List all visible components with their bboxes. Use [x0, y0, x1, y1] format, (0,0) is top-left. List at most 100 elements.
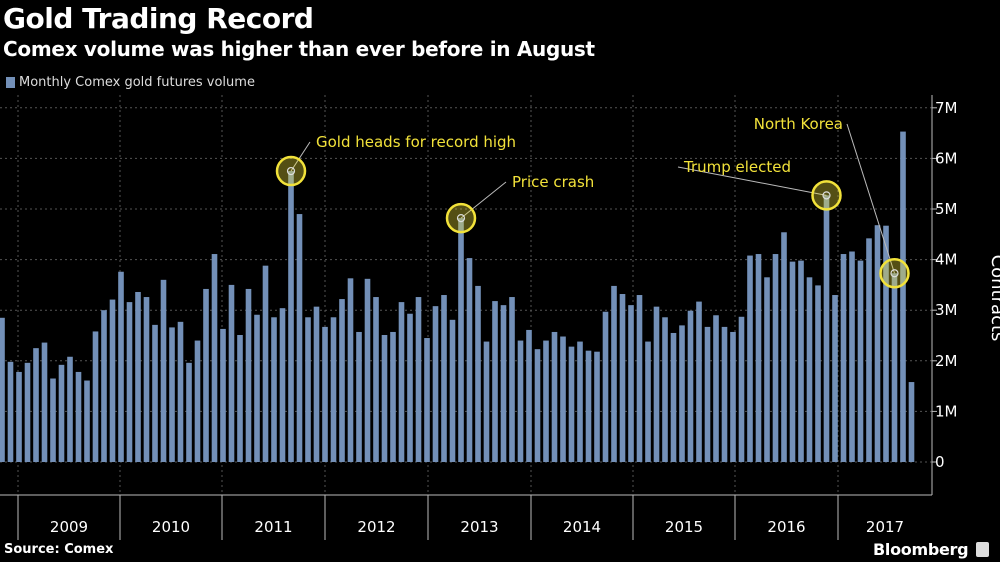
- bar: [58, 364, 65, 462]
- bar: [126, 302, 133, 462]
- bar: [262, 265, 269, 462]
- bar: [560, 336, 566, 462]
- bar: [466, 258, 473, 462]
- bar: [696, 301, 702, 462]
- bar: [339, 299, 345, 462]
- bar: [67, 356, 73, 462]
- bar: [7, 361, 14, 462]
- bar: [373, 297, 379, 462]
- bar: [330, 317, 337, 462]
- annotation-point: [456, 214, 466, 223]
- bar: [628, 305, 634, 462]
- bar: [517, 340, 524, 462]
- year-label: 2010: [152, 518, 190, 536]
- bar: [16, 371, 22, 462]
- bar: [636, 295, 643, 462]
- bar: [662, 317, 668, 462]
- bar: [390, 331, 396, 462]
- year-label: 2013: [460, 518, 498, 536]
- annotation-leader: [460, 181, 507, 219]
- bar: [254, 314, 260, 462]
- legend-swatch: [6, 77, 15, 88]
- bar: [41, 342, 48, 462]
- bar: [619, 294, 626, 462]
- annotation-leader: [846, 123, 895, 274]
- bar: [194, 340, 201, 462]
- bar: [857, 260, 864, 462]
- bar: [611, 285, 617, 462]
- bar: [483, 341, 490, 462]
- bar: [50, 378, 56, 462]
- bar: [288, 171, 294, 463]
- y-tick-label: 4M: [935, 251, 958, 269]
- bar: [568, 346, 575, 462]
- bar: [220, 328, 226, 462]
- bloomberg-logo: Bloomberg: [873, 540, 990, 559]
- annotation-label: Gold heads for record high: [316, 133, 516, 151]
- year-label: 2015: [665, 518, 703, 536]
- bar: [798, 260, 804, 462]
- chart-icon: [976, 542, 990, 557]
- bar: [874, 225, 881, 462]
- bar: [407, 313, 413, 462]
- bar: [33, 348, 39, 462]
- bar: [840, 254, 847, 462]
- y-tick-label: 6M: [935, 149, 958, 167]
- annotation-point: [822, 191, 831, 200]
- bar: [815, 285, 821, 462]
- bar: [781, 232, 787, 462]
- bar: [143, 297, 150, 462]
- bar: [764, 277, 770, 462]
- bar: [84, 380, 90, 462]
- bar: [509, 297, 515, 462]
- source-note: Source: Comex: [4, 542, 114, 557]
- chart-subtitle: Comex volume was higher than ever before…: [3, 37, 595, 61]
- annotation-highlight: [445, 202, 477, 234]
- y-tick-label: 5M: [935, 200, 958, 218]
- year-label: 2011: [254, 518, 292, 536]
- bar: [832, 295, 838, 462]
- bar: [526, 329, 532, 462]
- annotation-point: [286, 166, 296, 176]
- bar: [364, 278, 371, 462]
- bar: [602, 311, 609, 462]
- bar: [475, 285, 481, 462]
- brand-text: Bloomberg: [873, 540, 969, 559]
- bar: [458, 218, 464, 462]
- bar: [891, 273, 898, 462]
- year-label: 2012: [357, 518, 395, 536]
- bar: [730, 331, 736, 462]
- bar: [75, 371, 82, 462]
- bar: [92, 331, 99, 462]
- bar: [585, 350, 592, 462]
- bar: [577, 341, 583, 462]
- bar: [245, 288, 252, 462]
- bar: [492, 301, 498, 462]
- bar: [849, 251, 855, 462]
- bar: [687, 310, 694, 462]
- bar: [679, 325, 685, 462]
- bar: [551, 331, 558, 462]
- bar: [135, 291, 141, 462]
- bar: [24, 362, 31, 462]
- bar: [738, 316, 745, 462]
- annotation-highlight: [811, 180, 842, 211]
- bar: [296, 214, 303, 462]
- bar: [823, 195, 830, 462]
- bar: [449, 319, 456, 462]
- bar: [670, 332, 677, 462]
- bar: [228, 284, 235, 462]
- annotation-label: Trump elected: [683, 158, 791, 176]
- bar: [721, 326, 728, 462]
- bar: [866, 238, 872, 462]
- bar: [747, 255, 753, 462]
- bar: [704, 326, 711, 462]
- year-label: 2017: [866, 518, 904, 536]
- bar: [543, 340, 549, 462]
- bar: [109, 299, 116, 462]
- bar: [713, 315, 719, 462]
- bar: [653, 306, 660, 462]
- bar: [594, 351, 600, 462]
- bar: [806, 277, 813, 462]
